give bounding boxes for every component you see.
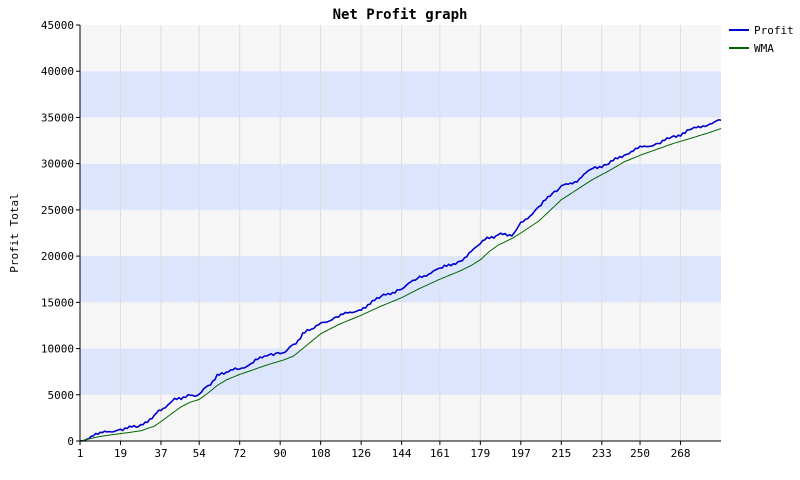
x-tick-label: 1 [77, 447, 84, 460]
y-tick-label: 30000 [41, 158, 74, 171]
series-lines [79, 118, 722, 442]
legend-label-profit: Profit [754, 24, 794, 37]
plot-band [80, 163, 721, 210]
x-tick-label: 215 [551, 447, 571, 460]
vertical-gridlines [79, 25, 682, 441]
y-tick-label: 5000 [48, 389, 75, 402]
plot-band [80, 71, 721, 118]
x-tick-label: 54 [193, 447, 207, 460]
x-tick-label: 37 [154, 447, 167, 460]
x-tick-label: 126 [351, 447, 371, 460]
x-tick-label: 268 [671, 447, 691, 460]
axes [79, 25, 721, 442]
y-tick-label: 40000 [41, 65, 74, 78]
series-line-profit [79, 118, 722, 442]
legend-label-wma: WMA [754, 42, 774, 55]
plot-band [80, 302, 721, 349]
plot-background-bands [80, 25, 721, 441]
y-tick-labels: 0 5000 10000 15000 20000 25000 30000 35000 40000… [41, 19, 80, 448]
x-tick-label: 144 [392, 447, 412, 460]
x-tick-label: 161 [430, 447, 450, 460]
x-tick-label: 179 [470, 447, 490, 460]
y-tick-label: 20000 [41, 250, 74, 263]
x-tick-label: 250 [630, 447, 650, 460]
plot-band [80, 256, 721, 303]
plot-band [80, 209, 721, 257]
y-tick-label: 35000 [41, 111, 74, 124]
x-tick-label: 233 [592, 447, 612, 460]
plot-band [80, 394, 721, 441]
y-tick-label: 10000 [41, 343, 74, 356]
series-line-wma [79, 128, 722, 442]
plot-band [80, 348, 721, 395]
x-tick-label: 90 [274, 447, 287, 460]
x-tick-labels: 1 19 37 54 72 90 108 126 144 161 179 197 215 233 250 26… [77, 441, 691, 460]
x-tick-label: 19 [114, 447, 127, 460]
y-tick-label: 45000 [41, 19, 74, 32]
y-axis-label: Profit Total [8, 193, 21, 272]
legend: Profit WMA [729, 24, 794, 55]
y-tick-label: 25000 [41, 204, 74, 217]
plot-band [80, 25, 721, 72]
x-tick-label: 197 [511, 447, 531, 460]
x-tick-label: 108 [311, 447, 331, 460]
y-tick-label: 15000 [41, 296, 74, 309]
x-tick-label: 72 [233, 447, 246, 460]
plot-band [80, 117, 721, 164]
y-tick-label: 0 [67, 435, 74, 448]
chart-title: Net Profit graph [333, 7, 468, 23]
